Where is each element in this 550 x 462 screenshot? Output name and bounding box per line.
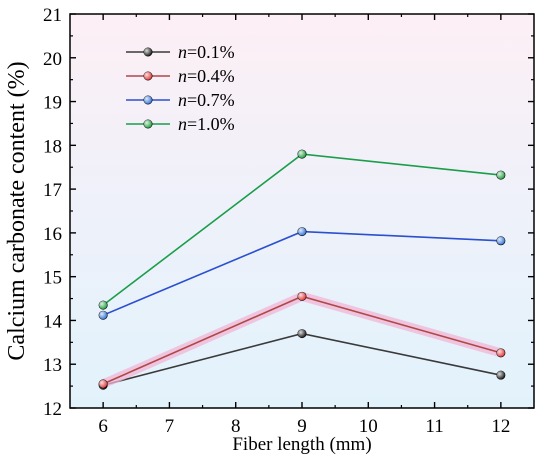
legend-marker-shine [143, 71, 153, 81]
legend-marker-shine [143, 47, 153, 57]
x-tick-label: 10 [359, 416, 378, 437]
data-point-shine [297, 149, 307, 159]
data-point-shine [496, 370, 506, 380]
legend-label-value: =0.4% [187, 66, 235, 86]
x-axis: 6 7 8 9 10 11 12 [98, 14, 510, 437]
legend-label-var: n [178, 66, 187, 86]
y-tick-label: 21 [43, 5, 62, 26]
y-axis: 12 13 14 15 16 17 18 19 20 21 [43, 5, 534, 420]
data-point-shine [496, 236, 506, 245]
legend-label-var: n [178, 114, 187, 134]
legend-marker-shine [143, 119, 153, 129]
legend-label: n=0.7% [178, 90, 235, 110]
data-point-shine [98, 300, 108, 310]
data-point-shine [496, 348, 506, 358]
legend-label-value: =0.1% [187, 42, 235, 62]
legend-label: n=0.4% [178, 66, 235, 86]
y-tick-label: 16 [43, 224, 62, 245]
x-tick-label: 7 [165, 416, 175, 437]
y-tick-label: 12 [43, 399, 62, 420]
legend-label-var: n [178, 42, 187, 62]
y-tick-label: 17 [43, 180, 62, 201]
data-point-shine [98, 379, 108, 389]
x-tick-label: 6 [98, 416, 108, 437]
x-tick-label: 8 [231, 416, 241, 437]
legend-label: n=0.1% [178, 42, 235, 62]
y-tick-label: 19 [43, 93, 62, 114]
data-point-shine [297, 227, 307, 236]
legend-label-var: n [178, 90, 187, 110]
legend-marker-shine [143, 95, 153, 105]
y-tick-label: 15 [43, 268, 62, 289]
x-axis-title: Fiber length (mm) [232, 434, 371, 455]
y-tick-label: 14 [43, 311, 63, 332]
x-tick-label: 12 [491, 416, 510, 437]
data-point-shine [297, 292, 307, 301]
marker-layer [98, 149, 506, 390]
plot-background [70, 14, 534, 408]
x-tick-label: 11 [425, 416, 443, 437]
data-point-shine [98, 310, 108, 320]
y-axis-title: Calcium carbonate content (%) [4, 61, 30, 360]
legend-label-value: =1.0% [187, 114, 235, 134]
data-point-shine [297, 329, 307, 338]
data-point-shine [496, 170, 506, 180]
legend-label: n=1.0% [178, 114, 235, 134]
legend: n=0.1%n=0.4%n=0.7%n=1.0% [126, 42, 235, 134]
y-tick-label: 20 [43, 49, 62, 70]
x-tick-label: 9 [297, 416, 307, 437]
y-tick-label: 13 [43, 355, 62, 376]
legend-label-value: =0.7% [187, 90, 235, 110]
y-tick-label: 18 [43, 136, 62, 157]
